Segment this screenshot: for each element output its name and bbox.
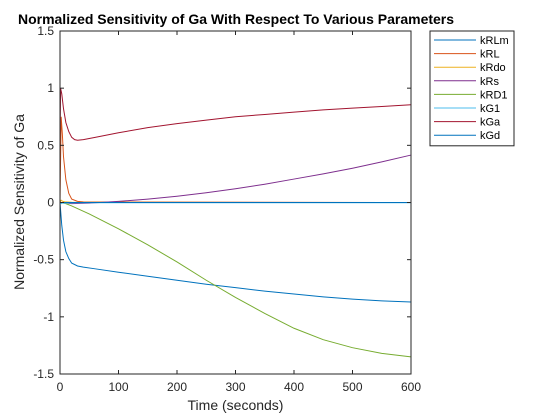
y-tick-label: -1 [43,310,54,324]
x-tick-label: 500 [342,380,362,394]
legend-entry-label: kRs [480,76,499,88]
series-line-kRL [59,116,412,203]
y-tick-label: -1.5 [33,367,54,381]
x-tick-label: 200 [167,380,187,394]
x-axis-label: Time (seconds) [188,397,284,413]
y-tick-label: 1.5 [37,24,54,38]
y-tick-label: 0.5 [37,138,54,152]
chart-title: Normalized Sensitivity of Ga With Respec… [18,11,454,27]
plot-lines [59,88,412,358]
x-tick-label: 300 [225,380,245,394]
x-tick-label: 400 [284,380,304,394]
legend-entry-label: kRLm [480,35,509,47]
ticks: 0 100 200 300 400 500 600 -1.5 -1 -0.5 0 0.5 1 1.5 [33,24,421,394]
legend-entry-label: kRL [480,49,500,61]
legend-entry-label: kRD1 [480,89,508,101]
x-tick-label: 0 [57,380,64,394]
legend-entry-label: kGd [480,130,500,142]
legend-box [429,30,515,147]
legend-entry-label: kG1 [480,103,500,115]
series-line-kRLm [59,202,412,303]
legend-entry-label: kRdo [480,62,506,74]
y-tick-label: 1 [47,81,54,95]
x-tick-label: 600 [401,380,421,394]
series-line-kRD1 [59,202,412,358]
series-line-kGa [59,88,412,146]
series-line-kRs [59,154,412,205]
y-tick-label: 0 [47,196,54,210]
y-axis-label: Normalized Sensitivity of Ga [11,114,27,290]
y-tick-label: -0.5 [33,253,54,267]
x-tick-label: 100 [108,380,128,394]
legend-entry-label: kGa [480,117,501,129]
